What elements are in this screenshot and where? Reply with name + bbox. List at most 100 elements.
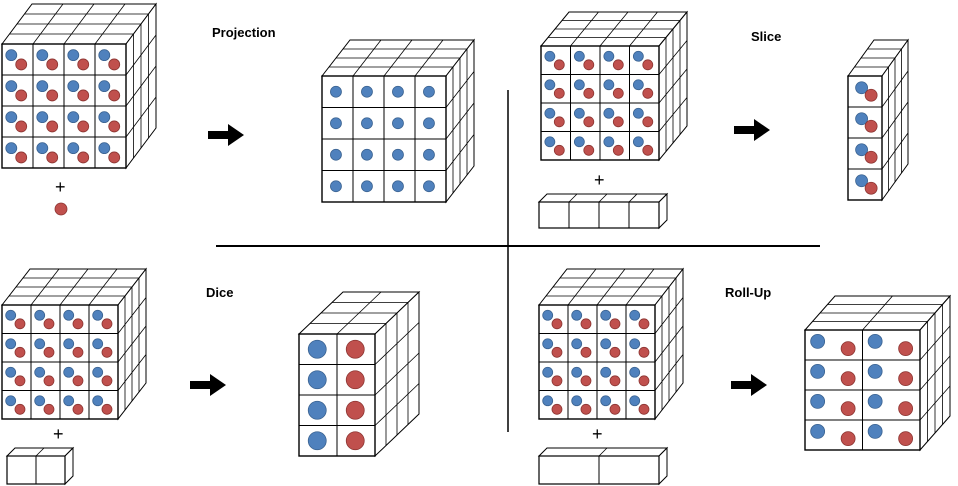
blue-dot	[67, 49, 80, 62]
blue-dot	[632, 50, 644, 62]
blue-dot	[600, 366, 612, 378]
red-dot	[46, 151, 59, 164]
grid-line	[567, 268, 597, 306]
red-dot	[551, 346, 563, 358]
blue-dot	[34, 309, 46, 321]
red-dot	[612, 144, 624, 156]
grid-line	[414, 39, 444, 77]
grid-line	[570, 11, 599, 47]
blue-dot	[544, 136, 556, 148]
blue-dot	[600, 395, 612, 407]
slice-result-cube	[847, 38, 909, 202]
blue-dot	[5, 111, 18, 124]
red-dot	[840, 371, 856, 387]
red-dot	[43, 318, 55, 330]
red-dot	[638, 375, 650, 387]
red-dot	[46, 120, 59, 133]
red-dot	[580, 375, 592, 387]
blue-dot	[600, 309, 612, 321]
grid-line	[117, 325, 147, 363]
blue-dot	[330, 117, 342, 130]
grid-line	[598, 193, 608, 203]
grid-line	[88, 268, 118, 306]
blue-dot	[629, 395, 641, 407]
blue-dot	[63, 338, 75, 350]
red-dot	[345, 339, 365, 359]
grid-line	[629, 11, 658, 47]
blue-dot	[34, 338, 46, 350]
cube-grid	[329, 39, 475, 193]
red-dot	[638, 346, 650, 358]
plus-sign-projection: +	[55, 177, 66, 197]
cube-grid	[9, 3, 157, 158]
grid-line	[445, 71, 475, 108]
red-dot	[43, 403, 55, 415]
blue-dot	[542, 366, 554, 378]
blue-dot	[392, 117, 404, 130]
blue-dot	[603, 79, 615, 91]
red-dot	[864, 88, 878, 102]
blue-dot	[307, 339, 327, 359]
blue-dot	[361, 180, 373, 193]
red-dot	[72, 346, 84, 358]
slice-operand-bar	[537, 192, 669, 230]
blue-dot	[855, 112, 868, 126]
blue-dot	[542, 338, 554, 350]
grid-line	[658, 40, 688, 75]
blue-dot	[63, 366, 75, 378]
red-dot	[583, 144, 595, 156]
grid-line	[336, 291, 382, 335]
red-dot	[345, 370, 365, 390]
red-dot	[15, 89, 28, 102]
blue-dot	[810, 393, 826, 409]
red-dot	[583, 59, 595, 71]
blue-dot	[34, 395, 46, 407]
grid-line	[568, 193, 578, 203]
red-dot	[840, 431, 856, 447]
red-dot	[864, 119, 878, 133]
blue-dot	[573, 136, 585, 148]
blue-dot	[632, 136, 644, 148]
blue-dot	[330, 148, 342, 161]
rollup-operand-bar	[537, 446, 669, 486]
rollup-result-cube	[803, 294, 952, 452]
blue-dot	[63, 395, 75, 407]
red-dot	[580, 403, 592, 415]
blue-dot	[571, 395, 583, 407]
grid-line	[35, 447, 45, 457]
grid-line	[94, 3, 126, 45]
cube-grid	[812, 295, 951, 442]
label-dice: Dice	[206, 285, 233, 300]
red-dot	[43, 346, 55, 358]
grid-line	[125, 96, 157, 138]
grid-line	[445, 134, 475, 171]
red-dot	[840, 401, 856, 417]
blue-dot	[573, 79, 585, 91]
red-dot	[15, 58, 28, 71]
grid-line	[654, 325, 684, 363]
grid-line	[599, 11, 629, 47]
red-dot	[101, 375, 113, 387]
grid-line	[63, 3, 95, 45]
red-dot	[77, 120, 90, 133]
red-dot	[14, 403, 26, 415]
label-rollup: Roll-Up	[725, 285, 771, 300]
grid-line	[862, 295, 893, 331]
plus-sign-rollup: +	[592, 424, 603, 444]
blue-dot	[573, 107, 585, 119]
slice-source-cube	[539, 10, 689, 162]
red-dot	[77, 89, 90, 102]
blue-dot	[632, 107, 644, 119]
grid-line	[598, 447, 608, 457]
arrow-rollup	[731, 374, 767, 396]
blue-dot	[330, 180, 342, 193]
red-dot	[612, 116, 624, 128]
blue-dot	[5, 366, 17, 378]
red-dot	[77, 58, 90, 71]
red-dot	[642, 116, 654, 128]
blue-dot	[307, 370, 327, 390]
blue-dot	[867, 393, 883, 409]
red-dot	[345, 400, 365, 420]
operand-red-dot	[54, 202, 68, 216]
